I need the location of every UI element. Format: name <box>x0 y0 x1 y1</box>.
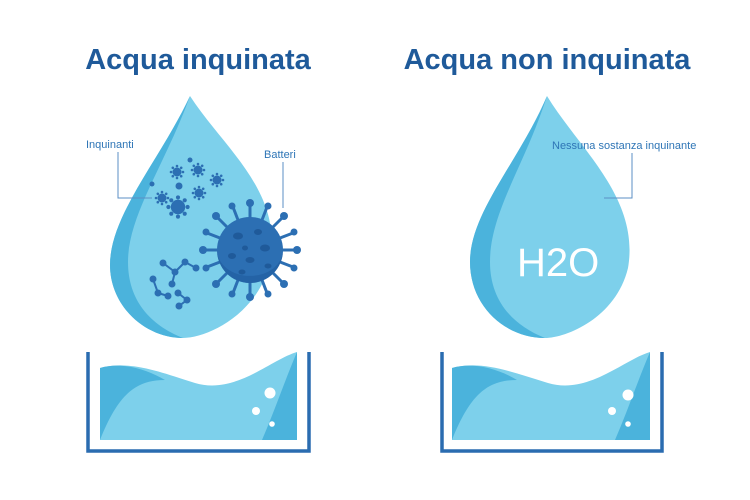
bacteria-virus-icon <box>199 199 301 301</box>
no-pollutants-label: Nessuna sostanza inquinante <box>552 140 696 152</box>
molecule-icon <box>149 258 200 310</box>
polluted-water-title: Acqua inquinata <box>85 44 311 76</box>
no-pollutants-leader-line <box>604 153 633 199</box>
pollutants-label: Inquinanti <box>86 139 134 151</box>
clean-water-drop <box>470 96 630 338</box>
bacteria-label: Batteri <box>264 149 296 161</box>
pollutant-particles <box>149 157 225 219</box>
polluted-water-container <box>86 352 311 453</box>
clean-water-container <box>440 352 664 453</box>
pollutants-leader-line <box>117 152 152 199</box>
h2o-formula: H2O <box>517 241 599 285</box>
polluted-water-drop <box>110 96 272 338</box>
clean-water-title: Acqua non inquinata <box>403 44 691 76</box>
